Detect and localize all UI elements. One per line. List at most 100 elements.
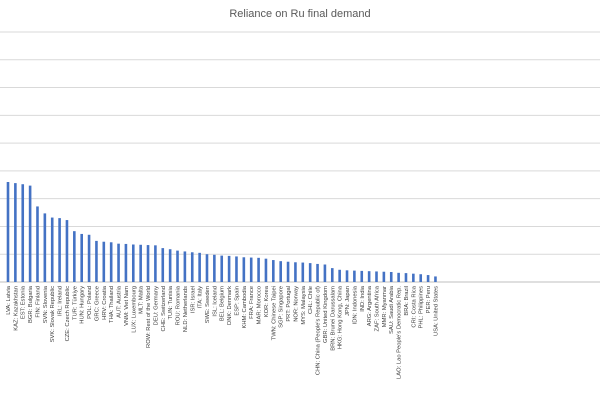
x-tick-label: MYS: Malaysia xyxy=(301,285,307,324)
x-tick-label: LVA: Latvia xyxy=(6,285,12,315)
bar xyxy=(183,251,187,282)
bar xyxy=(154,245,157,282)
x-tick-label: THA: Thailand xyxy=(109,286,115,323)
x-tick-label: BRA: Brazil xyxy=(404,286,410,316)
x-tick-label: TWN: Chinese Taipei xyxy=(271,286,277,340)
x-tick-label: HUN: Hungary xyxy=(80,286,86,324)
bar xyxy=(397,272,400,282)
x-tick-label: USA: United States xyxy=(433,286,439,336)
bar-series xyxy=(6,182,437,282)
x-tick-label: SWE: Sweden xyxy=(205,286,211,323)
bar xyxy=(338,269,341,282)
x-tick-label: MLT: Malta xyxy=(139,285,145,314)
bar xyxy=(389,272,393,282)
x-tick-label: LUX: Luxembourg xyxy=(131,286,137,333)
x-tick-label: PHL: Philippines xyxy=(419,286,425,329)
bar xyxy=(382,271,386,282)
x-tick-label: HRV: Croatia xyxy=(102,285,108,320)
x-tick-label: CHL: Chile xyxy=(308,286,314,314)
bar xyxy=(323,264,327,282)
bar xyxy=(139,244,142,282)
x-tick-label: HKG: Hong Kong, China xyxy=(338,285,344,349)
x-tick-label: TUN: Tunisia xyxy=(168,285,174,319)
category-labels: LVA: Latvia KAZ: Kazakhstan EST: Estonia BG… xyxy=(6,285,439,379)
bar xyxy=(294,262,297,282)
x-tick-label: LAO: Lao People's Democratic Rep. xyxy=(397,286,403,379)
x-tick-label: POL: Poland xyxy=(87,286,93,319)
bar xyxy=(14,183,17,282)
x-tick-label: VNM: Viet Nam xyxy=(124,286,130,326)
bar xyxy=(375,271,378,282)
bar xyxy=(50,217,54,282)
bar xyxy=(21,184,25,282)
x-tick-label: GRC: Greece xyxy=(94,286,100,321)
x-tick-label: ARG: Argentina xyxy=(367,285,373,326)
x-tick-label: SGP: Singapore xyxy=(279,286,285,328)
bar xyxy=(419,274,423,282)
bar xyxy=(316,263,319,282)
bar xyxy=(117,243,120,282)
x-tick-label: ROU: Romania xyxy=(176,285,182,325)
bar xyxy=(264,258,268,282)
x-tick-label: GBR: United Kingdom xyxy=(323,286,329,343)
x-tick-label: DNK: Denmark xyxy=(227,286,233,325)
bar xyxy=(58,218,61,282)
bar xyxy=(124,243,128,282)
x-tick-label: CHN: China (People's Republic of) xyxy=(316,286,322,375)
bar xyxy=(220,255,224,282)
bar xyxy=(102,241,106,282)
bar xyxy=(213,254,216,282)
bar xyxy=(249,257,253,282)
x-tick-label: TUR: Türkiye xyxy=(72,286,78,320)
x-tick-label: DEU: Germany xyxy=(153,286,159,325)
bar xyxy=(36,206,39,282)
x-tick-label: BRN: Brunei Darussalam xyxy=(330,286,336,351)
x-tick-label: NLD: Netherlands xyxy=(183,286,189,332)
x-tick-label: KOR: Korea xyxy=(264,285,270,317)
bar xyxy=(161,248,165,282)
bar xyxy=(308,263,312,282)
bar xyxy=(80,233,83,282)
bar xyxy=(426,275,430,282)
x-tick-label: KHM: Cambodia xyxy=(242,285,248,328)
x-tick-label: MAR: Morocco xyxy=(257,286,263,324)
x-tick-label: ISR: Israel xyxy=(190,286,196,313)
bar xyxy=(257,257,260,282)
x-tick-label: CZE: Czech Republic xyxy=(65,286,71,342)
x-tick-label: EST: Estonia xyxy=(21,285,27,319)
bar xyxy=(205,254,209,282)
bar xyxy=(242,257,246,282)
bar xyxy=(434,276,437,282)
chart-title: Reliance on Ru final demand xyxy=(229,8,371,20)
bar xyxy=(176,250,179,282)
x-tick-label: MMR: Myanmar xyxy=(382,286,388,327)
gridlines xyxy=(0,31,600,283)
bar xyxy=(190,252,194,282)
x-tick-label: IRL: Ireland xyxy=(58,286,64,316)
x-tick-label: KAZ: Kazakhstan xyxy=(13,286,19,331)
x-tick-label: SAU: Saudi Arabia xyxy=(389,285,395,334)
bar xyxy=(272,260,275,282)
x-tick-label: BEL: Belgium xyxy=(220,286,226,321)
bar xyxy=(412,273,415,282)
x-tick-label: SVK: Slovak Republic xyxy=(50,286,56,342)
bar xyxy=(109,242,113,282)
x-tick-label: CHE: Switzerland xyxy=(161,286,167,331)
x-tick-label: ROW: Rest of the World xyxy=(146,286,152,348)
bar xyxy=(330,268,334,282)
bar xyxy=(168,249,172,282)
x-tick-label: NOR: Norway xyxy=(293,286,299,322)
x-tick-label: AUT: Austria xyxy=(117,285,123,318)
bar xyxy=(367,271,371,282)
bar xyxy=(73,231,76,282)
x-tick-label: IND: India xyxy=(360,285,366,312)
x-tick-label: ESP: Spain xyxy=(234,286,240,316)
bar xyxy=(28,185,32,282)
bar xyxy=(235,256,238,282)
x-tick-label: PER: Peru xyxy=(426,286,432,313)
x-tick-label: FRA: France xyxy=(249,286,255,319)
bar xyxy=(87,234,91,282)
x-tick-label: CRI: Costa Rica xyxy=(411,285,417,327)
